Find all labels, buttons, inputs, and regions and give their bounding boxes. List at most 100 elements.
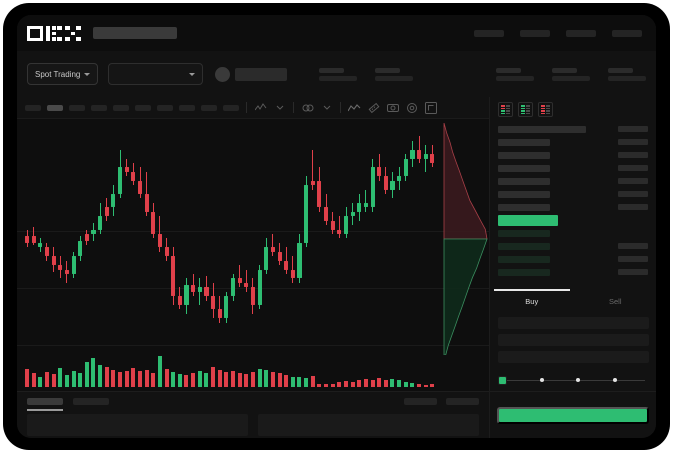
settings-gear-icon[interactable] xyxy=(405,101,418,114)
volume-bar xyxy=(363,378,368,387)
volume-bar xyxy=(137,371,142,387)
line-chart-icon[interactable] xyxy=(348,101,361,114)
gridline xyxy=(17,231,489,232)
tab-buy[interactable]: Buy xyxy=(490,289,574,313)
slider-dot[interactable] xyxy=(539,378,544,382)
nav-link-1[interactable] xyxy=(474,29,504,37)
order-book-row[interactable] xyxy=(498,241,648,251)
order-book-row[interactable] xyxy=(498,254,648,264)
price-chart[interactable] xyxy=(17,119,489,391)
order-book-row[interactable] xyxy=(498,228,648,238)
slider-dot[interactable] xyxy=(612,378,617,382)
stat-label xyxy=(319,67,345,73)
volume-bar xyxy=(217,370,222,387)
timeframe-button-active[interactable] xyxy=(47,104,63,111)
timeframe-button[interactable] xyxy=(135,104,151,111)
panel-action-2[interactable] xyxy=(446,398,479,405)
chevron-down-icon[interactable] xyxy=(320,101,333,114)
ruler-icon[interactable] xyxy=(367,101,380,114)
candlestick xyxy=(250,119,256,341)
volume-bar xyxy=(270,372,275,387)
search-input[interactable] xyxy=(93,27,177,39)
tab-order-history[interactable] xyxy=(73,398,109,405)
stat-item xyxy=(319,67,358,81)
candlestick xyxy=(38,119,43,341)
chevron-down-icon[interactable] xyxy=(273,101,286,114)
orders-box-1 xyxy=(27,414,248,436)
okx-logo[interactable] xyxy=(27,25,81,41)
stat-item xyxy=(496,67,534,81)
candlestick xyxy=(370,119,375,341)
order-book-row[interactable] xyxy=(498,189,648,199)
order-book-row-highlighted[interactable] xyxy=(498,214,648,226)
candlestick xyxy=(137,119,143,341)
candlestick xyxy=(417,119,422,341)
volume-bar xyxy=(144,370,149,387)
timeframe-button[interactable] xyxy=(113,104,129,111)
spot-trading-label: Spot Trading xyxy=(35,69,81,79)
place-order-button[interactable] xyxy=(497,406,649,424)
volume-histogram xyxy=(17,347,489,387)
tab-open-orders[interactable] xyxy=(27,398,63,411)
order-book-row[interactable] xyxy=(498,124,648,134)
nav-link-2[interactable] xyxy=(520,29,550,37)
volume-bar xyxy=(44,372,49,387)
panel-action-1[interactable] xyxy=(404,398,437,405)
compare-icon[interactable] xyxy=(301,101,314,114)
candlestick xyxy=(31,119,36,341)
order-book-row[interactable] xyxy=(498,150,648,160)
timeframe-button[interactable] xyxy=(157,104,173,111)
cta-area xyxy=(489,391,656,438)
camera-icon[interactable] xyxy=(386,101,399,114)
order-amount-slider[interactable] xyxy=(490,373,656,387)
orderbook-buy-icon[interactable] xyxy=(518,102,533,117)
nav-link-3[interactable] xyxy=(566,29,596,37)
orders-panel-actions xyxy=(404,398,479,405)
spot-trading-selector[interactable]: Spot Trading xyxy=(27,63,99,85)
orderbook-both-icon[interactable] xyxy=(498,102,513,117)
volume-bar xyxy=(304,378,309,387)
timeframe-button[interactable] xyxy=(201,104,217,111)
order-book-row[interactable] xyxy=(498,202,648,212)
candlestick xyxy=(231,119,236,341)
order-price-field[interactable] xyxy=(498,317,649,329)
timeframe-button[interactable] xyxy=(223,104,239,111)
market-stats-left xyxy=(301,67,414,81)
volume-bar xyxy=(390,378,395,387)
order-book-row[interactable] xyxy=(498,176,648,186)
candlestick xyxy=(144,119,149,341)
order-amount-field[interactable] xyxy=(498,334,649,346)
volume-bar xyxy=(171,372,176,387)
timeframe-button[interactable] xyxy=(69,104,85,111)
nav-link-4[interactable] xyxy=(612,29,642,37)
timeframe-button[interactable] xyxy=(179,104,195,111)
slider-dot[interactable] xyxy=(576,378,580,382)
order-book-cell-left xyxy=(498,255,550,263)
trading-pair-select[interactable] xyxy=(108,63,204,85)
order-book-row[interactable] xyxy=(498,137,648,147)
fullscreen-icon[interactable] xyxy=(424,101,437,114)
stat-label xyxy=(608,67,633,73)
orderbook-sell-icon[interactable] xyxy=(538,102,553,117)
timeframe-button[interactable] xyxy=(91,104,107,111)
order-book-row[interactable] xyxy=(498,163,648,173)
candlestick xyxy=(184,119,189,341)
candlestick xyxy=(204,119,209,341)
stat-label xyxy=(375,67,401,73)
indicators-icon[interactable] xyxy=(254,101,267,114)
order-total-field[interactable] xyxy=(498,351,649,363)
candlestick xyxy=(264,119,269,341)
candlestick xyxy=(177,119,182,341)
timeframe-button[interactable] xyxy=(25,104,41,111)
volume-bar xyxy=(78,373,83,387)
candlestick xyxy=(191,119,196,341)
slider-handle[interactable] xyxy=(498,375,507,385)
volume-bar xyxy=(377,378,382,387)
candlestick xyxy=(211,119,216,341)
volume-bar xyxy=(317,383,322,387)
tab-sell[interactable]: Sell xyxy=(574,289,657,313)
order-book-row[interactable] xyxy=(498,267,648,277)
order-book-panel: Buy Sell xyxy=(489,97,656,391)
volume-bar xyxy=(64,375,69,387)
order-book-cell-right xyxy=(618,204,648,210)
